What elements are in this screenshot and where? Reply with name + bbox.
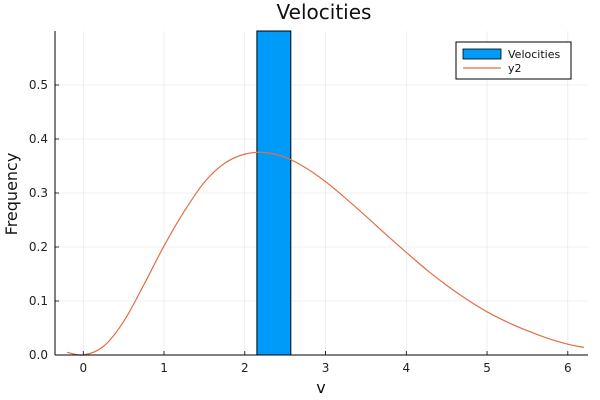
y-tick-label: 0.4 bbox=[29, 132, 48, 146]
chart-title: Velocities bbox=[277, 0, 372, 24]
y-axis-label: Frequency bbox=[2, 153, 21, 236]
y-tick-label: 0.0 bbox=[29, 348, 48, 362]
grid bbox=[55, 31, 588, 356]
y-tick-label: 0.3 bbox=[29, 186, 48, 200]
series-lines bbox=[66, 151, 585, 356]
legend-box bbox=[455, 41, 572, 80]
histogram-bar bbox=[256, 30, 292, 356]
x-tick-labels: 0 1 2 3 4 5 6 bbox=[79, 361, 571, 375]
x-tick-label: 3 bbox=[322, 361, 330, 375]
x-tick-label: 2 bbox=[241, 361, 249, 375]
legend-label-velocities: Velocities bbox=[508, 48, 560, 61]
legend-swatch-velocities bbox=[462, 48, 502, 60]
x-tick-label: 5 bbox=[483, 361, 491, 375]
y-tick-label: 0.2 bbox=[29, 240, 48, 254]
y-tick-label: 0.1 bbox=[29, 294, 48, 308]
y-tick-labels: 0.0 0.1 0.2 0.3 0.4 0.5 bbox=[29, 78, 48, 362]
legend-label-y2: y2 bbox=[508, 62, 522, 75]
x-tick-label: 4 bbox=[402, 361, 410, 375]
x-tick-label: 0 bbox=[79, 361, 87, 375]
series-line-y2 bbox=[66, 151, 585, 356]
x-axis-label: v bbox=[316, 378, 325, 397]
x-tick-label: 6 bbox=[564, 361, 572, 375]
x-tick-label: 1 bbox=[160, 361, 168, 375]
histogram-bars bbox=[256, 30, 292, 356]
axes bbox=[54, 31, 588, 356]
y-tick-label: 0.5 bbox=[29, 78, 48, 92]
